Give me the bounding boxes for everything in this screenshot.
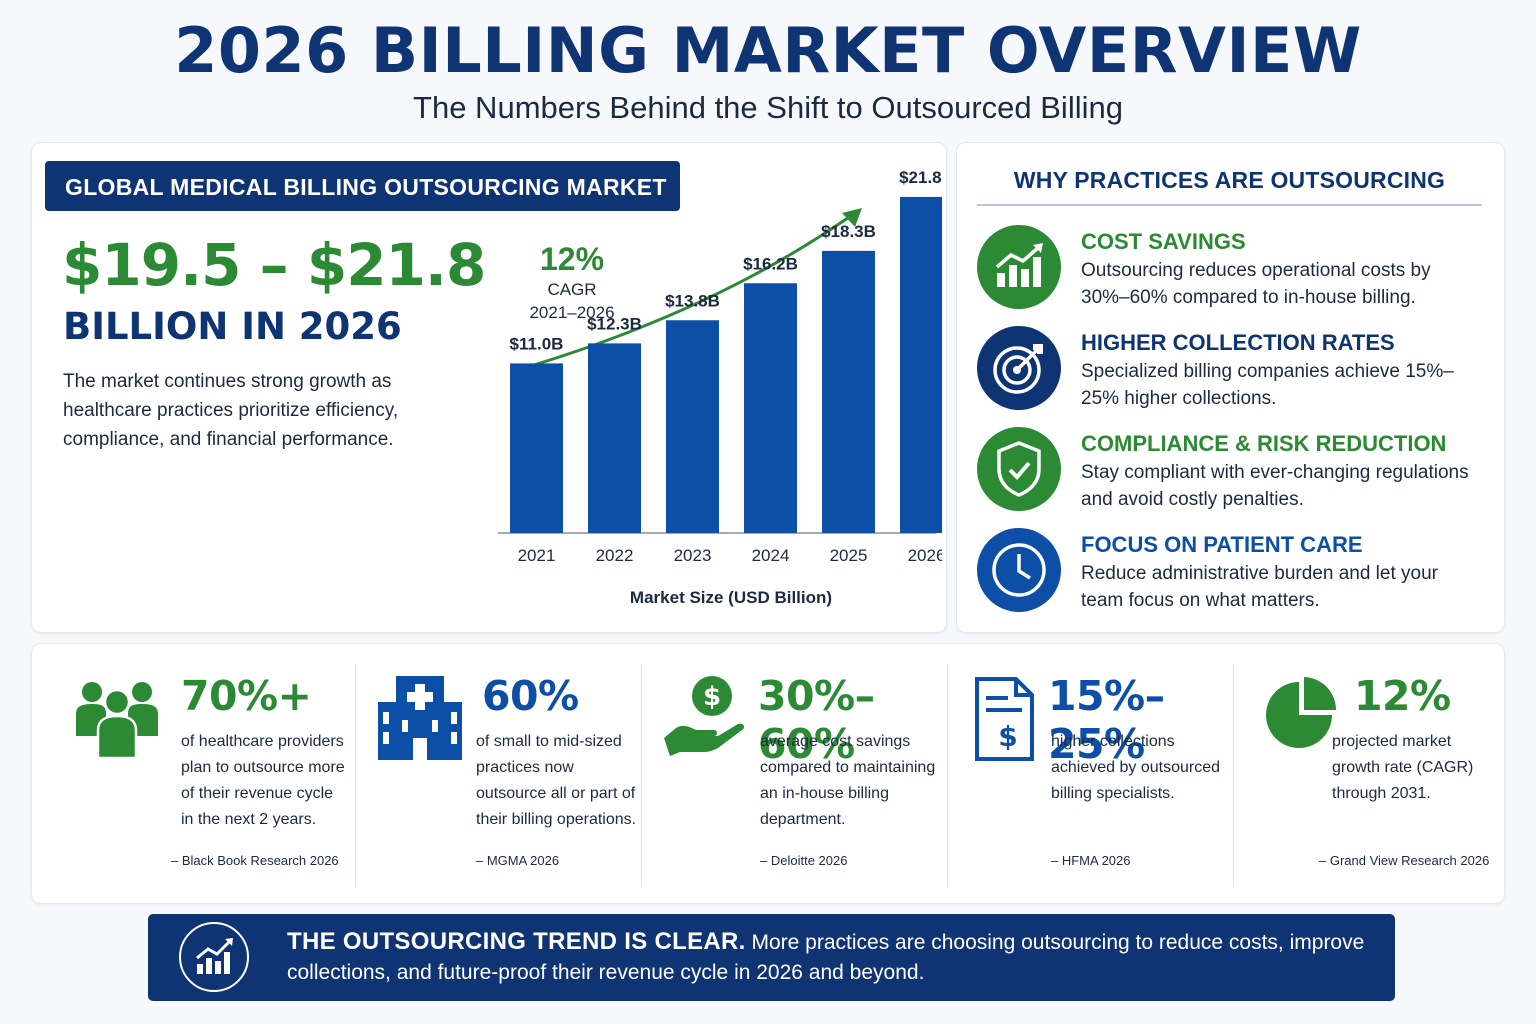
shield-check-icon — [977, 427, 1061, 511]
clock-icon — [977, 528, 1061, 612]
reason-text: Reduce administrative burden and let you… — [1081, 563, 1438, 611]
stat-cost-savings: $ 30%–60% average cost savings compared … — [642, 644, 947, 905]
stat-growth-rate: 12% projected market growth rate (CAGR) … — [1234, 644, 1506, 905]
stat-text: projected market growth rate (CAGR) thro… — [1332, 733, 1474, 802]
stat-text: average cost savings compared to maintai… — [760, 733, 936, 828]
reason-text: Stay compliant with ever-changing regula… — [1081, 462, 1469, 510]
stat-source: – MGMA 2026 — [476, 853, 560, 868]
bar-value-label: $12.3B — [587, 314, 642, 333]
hospital-icon — [378, 676, 462, 760]
reason-text: Outsourcing reduces operational costs by… — [1081, 260, 1431, 308]
cagr-period: 2021–2026 — [529, 303, 614, 322]
market-size-unit: BILLION IN 2026 — [63, 305, 402, 348]
reason-cost-savings: COST SAVINGS Outsourcing reduces operati… — [977, 225, 1497, 315]
bar-2021 — [510, 363, 563, 533]
stat-text: of small to mid-sized practices now outs… — [476, 733, 637, 828]
market-size-chart: $11.0B 2021 $12.3B 2022 $13.8B 2023 $16.2B 2024… — [498, 168, 942, 607]
x-tick-label: 2024 — [752, 546, 790, 565]
x-tick-label: 2023 — [674, 546, 712, 565]
bar-2024 — [744, 283, 797, 533]
people-icon — [76, 682, 158, 760]
invoice-icon: $ — [975, 677, 1034, 761]
x-tick-label: 2022 — [596, 546, 634, 565]
stat-collections: $ 15%–25% higher collections achieved by… — [948, 644, 1233, 905]
banner-headline: THE OUTSOURCING TREND IS CLEAR. — [287, 928, 746, 955]
divider — [641, 664, 642, 886]
stat-source: – Deloitte 2026 — [760, 853, 848, 868]
stat-value: 12% — [1354, 672, 1451, 720]
target-icon — [977, 326, 1061, 410]
why-outsourcing-panel: WHY PRACTICES ARE OUTSOURCING COST SAVIN… — [956, 142, 1505, 633]
reason-title: COMPLIANCE & RISK REDUCTION — [1081, 431, 1447, 456]
growth-chart-icon — [179, 922, 249, 992]
reason-collection-rates: HIGHER COLLECTION RATES Specialized bill… — [977, 326, 1497, 416]
banner-text: THE OUTSOURCING TREND IS CLEAR. More pra… — [287, 927, 1367, 988]
market-description: The market continues strong growth as he… — [63, 371, 399, 450]
stats-panel: 70%+ of healthcare providers plan to out… — [31, 643, 1505, 904]
reason-text: Specialized billing companies achieve 15… — [1081, 361, 1454, 409]
divider — [1233, 664, 1234, 886]
market-label: GLOBAL MEDICAL BILLING OUTSOURCING MARKE… — [45, 161, 680, 211]
reason-title: HIGHER COLLECTION RATES — [1081, 330, 1395, 355]
market-panel: GLOBAL MEDICAL BILLING OUTSOURCING MARKE… — [31, 142, 947, 633]
bar-2023 — [666, 320, 719, 533]
trend-arrowhead — [842, 208, 862, 227]
x-tick-label: 2025 — [830, 546, 868, 565]
why-title: WHY PRACTICES ARE OUTSOURCING — [1013, 167, 1446, 193]
divider — [977, 204, 1482, 206]
pie-chart-icon — [1266, 677, 1336, 748]
page-subtitle: The Numbers Behind the Shift to Outsourc… — [413, 90, 1123, 125]
bar-value-label: $16.2B — [743, 254, 798, 273]
reason-title: COST SAVINGS — [1081, 229, 1246, 254]
trend-arrow — [513, 213, 853, 373]
stat-value: 15%–25% — [1048, 672, 1165, 768]
svg-text:$: $ — [998, 720, 1017, 753]
stat-source: – Black Book Research 2026 — [171, 853, 339, 868]
bar-2025 — [822, 250, 875, 533]
stat-source: – HFMA 2026 — [1051, 853, 1131, 868]
hand-dollar-icon: $ — [664, 676, 745, 756]
divider — [355, 664, 356, 886]
stat-text: higher collections achieved by outsource… — [1051, 733, 1220, 802]
x-axis-label: Market Size (USD Billion) — [630, 588, 832, 607]
stat-text: of healthcare providers plan to outsourc… — [181, 733, 345, 828]
stat-value: 30%–60% — [758, 672, 875, 768]
reason-title: FOCUS ON PATIENT CARE — [1081, 532, 1363, 557]
bar-value-label: $21.8B — [899, 168, 942, 187]
svg-text:$: $ — [703, 682, 721, 712]
bar-2026 — [900, 196, 942, 533]
cagr-value: 12% — [540, 241, 604, 277]
x-tick-label: 2026 — [908, 546, 942, 565]
page-title: 2026 BILLING MARKET OVERVIEW — [174, 14, 1362, 87]
banner-body: More practices are choosing outsourcing … — [287, 931, 1365, 984]
bar-value-label: $11.0B — [510, 334, 564, 353]
stat-value: 70%+ — [181, 672, 312, 720]
reason-patient-care: FOCUS ON PATIENT CARE Reduce administrat… — [977, 528, 1497, 618]
x-tick-label: 2021 — [518, 546, 556, 565]
bar-value-label: $13.8B — [665, 291, 720, 310]
market-size-range: $19.5 – $21.8 — [62, 231, 486, 299]
stat-providers: 70%+ of healthcare providers plan to out… — [32, 644, 355, 905]
stat-practices: 60% of small to mid-sized practices now … — [356, 644, 641, 905]
reason-compliance: COMPLIANCE & RISK REDUCTION Stay complia… — [977, 427, 1497, 517]
stat-source: – Grand View Research 2026 — [1319, 853, 1490, 868]
bar-value-label: $18.3B — [821, 222, 876, 241]
conclusion-banner: THE OUTSOURCING TREND IS CLEAR. More pra… — [148, 914, 1395, 1001]
divider — [947, 664, 948, 886]
stat-value: 60% — [482, 672, 579, 720]
growth-chart-icon — [977, 225, 1061, 309]
bar-2022 — [588, 343, 641, 533]
cagr-label: CAGR — [547, 280, 596, 299]
